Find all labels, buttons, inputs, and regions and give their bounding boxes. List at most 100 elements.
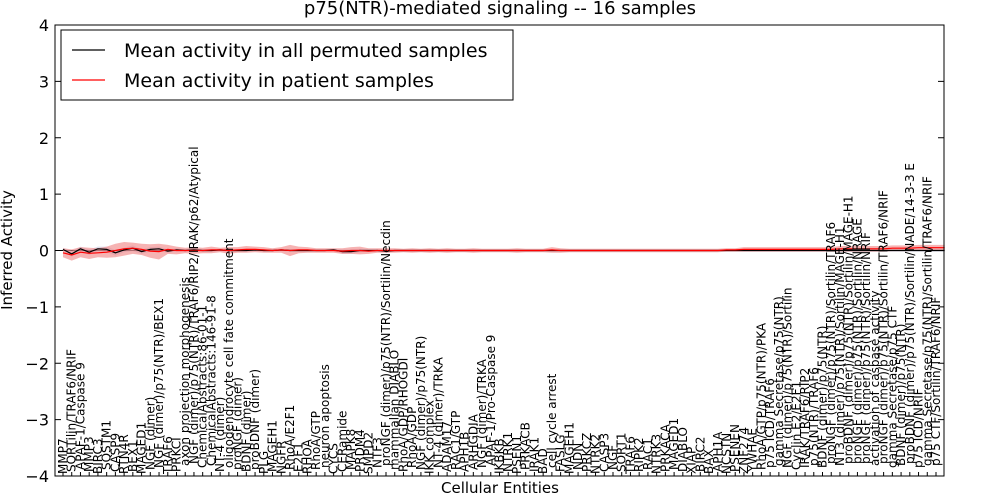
x-category-label: p75 CTF/Sortilin/TRAF6/NRIF xyxy=(929,297,943,466)
x-category-label: axon projection morphogenesis xyxy=(178,277,192,466)
x-category-label: BDNF (dimer)/p75(NTR) xyxy=(894,324,908,466)
x-category-label: NGF (dimer) xyxy=(143,397,157,470)
x-category-label: RHOA xyxy=(300,438,314,474)
x-category-label: APH1A xyxy=(711,431,725,472)
x-category-label: PRKCI xyxy=(170,437,184,472)
x-category-label: BIRC2 xyxy=(693,436,707,472)
x-category-label: RhoA/E2F1 xyxy=(283,405,297,470)
x-category-label: proNGF (dimer)/p75(NTR)/Sortilin/NRAGE xyxy=(850,218,864,464)
x-category-label: mammalian DIABLO xyxy=(388,350,402,470)
band-patient xyxy=(63,242,945,261)
x-category-label: NGF (dimer)/TRKA xyxy=(475,358,489,468)
x-category-label: oligodendrocyte cell fate commitment xyxy=(222,238,236,468)
x-category-label: MMP7 xyxy=(56,438,70,474)
y-tick-label: 3 xyxy=(39,72,49,91)
x-category-label: gamma Secretase/p75(NTR)/Sortilin/TRAF6/… xyxy=(920,176,934,466)
x-category-label: p75 ICD/NRIF xyxy=(912,388,926,468)
x-category-label: TRAF6 xyxy=(161,436,175,475)
x-category-label: CASP9 xyxy=(108,433,122,472)
x-category-label: XIAP xyxy=(685,447,699,474)
x-category-label: gamma Secretase/p75 CTF xyxy=(885,306,899,468)
y-axis-label: Inferred Activity xyxy=(0,190,16,310)
x-category-label: NGF (dimer)/p75(NTR)/BEX1 xyxy=(152,298,166,468)
x-category-label: IRAK1 xyxy=(527,437,541,472)
x-category-label: proNGF (dimer) xyxy=(231,377,245,470)
x-category-label: CASP3 xyxy=(597,433,611,472)
x-category-label: ARHGDIA xyxy=(466,413,480,470)
x-category-label: CERamide xyxy=(335,411,349,472)
x-category-label: activation of caspase activity xyxy=(868,291,882,466)
x-category-label: proNGF (dimer)/p75(NTR)/Sortilin/TRAF6 xyxy=(824,222,838,464)
x-category-label: BEX1 xyxy=(126,440,140,472)
y-tick-label: 2 xyxy=(39,129,49,148)
x-category-label: proBDNF (dimer)/p75(NTR)/Sortilin/NADE/1… xyxy=(903,163,917,464)
x-category-label: MAGEH1 xyxy=(266,420,280,472)
x-category-label: E2F1 xyxy=(292,442,306,472)
x-category-label: IRAK/TRAF6/RIP2 xyxy=(798,368,812,468)
x-category-label: MAGEH1 xyxy=(562,422,576,474)
x-category-label: NTF3 xyxy=(370,437,384,468)
x-category-label: NGF (dimer)/p75(NTR)/TRAF6/RIP2/IRAK/p62… xyxy=(187,146,201,464)
x-category-label: PRDM4 xyxy=(353,429,367,472)
x-category-label: PSENEN xyxy=(728,424,742,472)
x-axis-label: Cellular Entities xyxy=(441,479,559,497)
x-category-label: SQSTM1 xyxy=(100,420,114,470)
plot-frame xyxy=(54,24,945,477)
x-category-label: RhoA/GTP xyxy=(309,411,323,470)
x-category-label: NGF (dimer)/p75(NTR)/Sortilin xyxy=(781,288,795,469)
x-category-label: PSEN1 xyxy=(510,435,524,474)
x-category-label: RTN4R xyxy=(117,434,131,474)
y-tick-label: −4 xyxy=(25,467,49,486)
plot-area xyxy=(55,242,945,261)
x-category-label: BDNF (dimer)/p75(NTR) xyxy=(816,326,830,468)
x-category-label: NT-4 (dimer)/TRKA xyxy=(431,356,445,468)
y-tick-label: −1 xyxy=(25,298,49,317)
x-category-label: IKBKB xyxy=(493,438,507,474)
x-category-label: RhoA/GDP xyxy=(405,407,419,468)
y-tick-label: −3 xyxy=(25,411,49,430)
y-tick-label: 4 xyxy=(39,16,49,35)
x-category-label: YWHAE xyxy=(746,428,760,473)
x-category-label: SORTilin/TRAF6/NRIF xyxy=(65,349,79,472)
x-category-label: proNGF (dimer)/p75(NTR)/Sortilin/TRAF6/N… xyxy=(877,190,891,464)
legend-label-permuted: Mean activity in all permuted samples xyxy=(124,40,487,62)
x-category-label: DIABLO xyxy=(676,427,690,472)
legend-label-patient: Mean activity in patient samples xyxy=(124,70,434,92)
x-category-label: ChemicalAbstracts:146-91-8 xyxy=(204,295,218,466)
y-tick-label: −2 xyxy=(25,354,49,373)
x-category-label: NTRK3 xyxy=(650,434,664,474)
x-category-label: RIPK2 xyxy=(632,437,646,472)
x-category-label: NDN xyxy=(571,443,585,470)
x-category-label: Cyclin E2/E2F1 xyxy=(789,381,803,470)
x-category-label: RAC1/GTP xyxy=(449,411,463,470)
x-category-label: cell cycle arrest xyxy=(545,373,559,468)
x-category-label: TRAF6 xyxy=(624,436,638,475)
x-category-label: gamma Secretase/p75(NTR) xyxy=(772,296,786,466)
y-axis-ticks: −4 −3 −2 −1 0 1 2 3 4 xyxy=(25,16,944,486)
x-category-label: MMP3 xyxy=(82,436,96,472)
x-category-label: p75(NTR)/TRAF6 xyxy=(807,367,821,466)
x-category-label: neuron apoptosis xyxy=(318,364,332,468)
x-category-label: NT-4 (dimer) xyxy=(213,397,227,472)
y-tick-label: 0 xyxy=(39,242,49,261)
x-category-label: CYCS xyxy=(327,443,341,474)
x-category-label: MAPK8 xyxy=(344,429,358,470)
x-category-label: FASLG xyxy=(554,434,568,472)
x-category-label: NGF (dimer)/p75(NTR) xyxy=(414,336,428,470)
x-category-label: BAD xyxy=(536,448,550,474)
x-category-label: PRKACA xyxy=(658,423,672,472)
x-category-label: PRKCZ xyxy=(580,433,594,472)
x-category-label: ZNF274 xyxy=(737,427,751,474)
x-category-label: PRKACB xyxy=(519,422,533,470)
x-category-label: IKK complex xyxy=(423,400,437,474)
x-category-label: APH1B xyxy=(458,432,472,472)
x-category-label: PLG xyxy=(257,451,271,474)
x-category-label: proBDNF (dimer)/p75(NTR)/Sortilin/MAGE-H… xyxy=(842,195,856,464)
x-category-label: NCSTN xyxy=(720,433,734,474)
x-category-label: ADAM17 xyxy=(440,421,454,472)
x-category-label: NTRK2 xyxy=(589,434,603,474)
x-category-label: APAF-1/Pro-Caspase 9 xyxy=(484,335,498,466)
x-category-label: NTRK1 xyxy=(501,432,515,472)
